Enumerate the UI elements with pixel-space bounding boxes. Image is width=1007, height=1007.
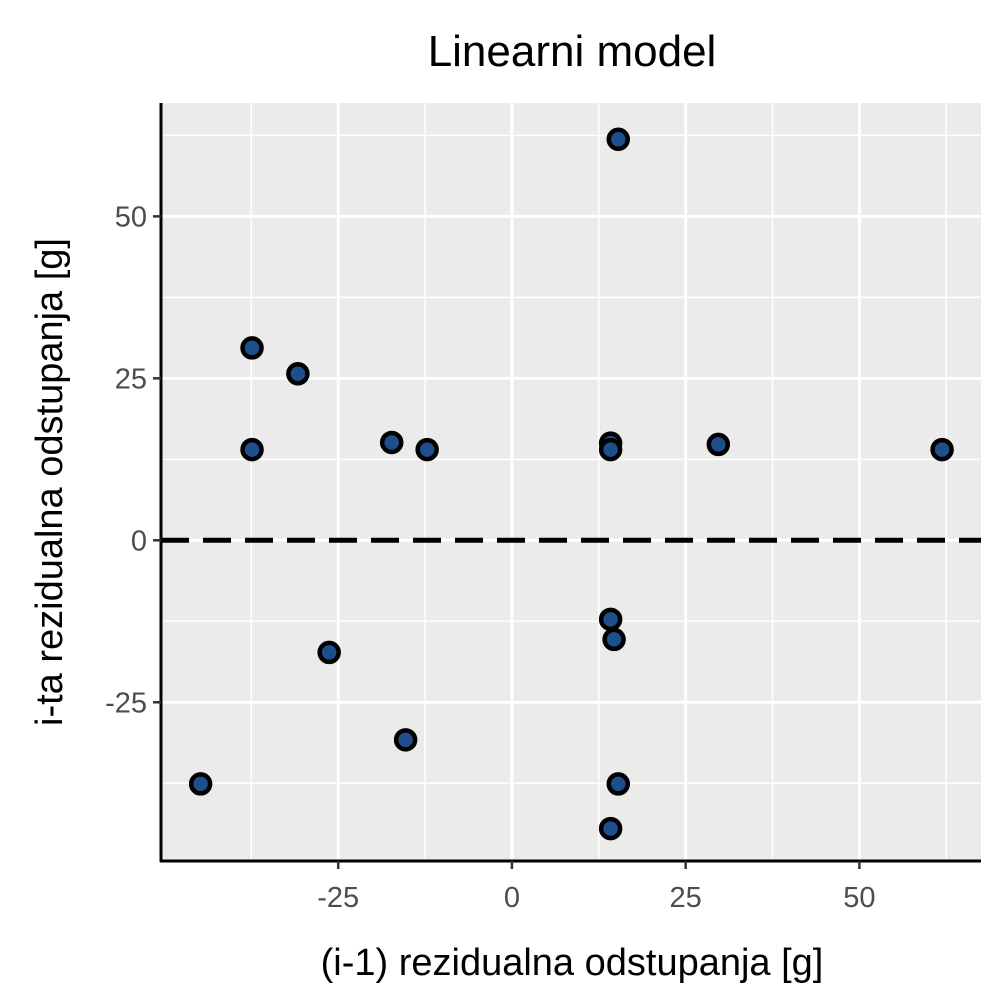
data-point <box>240 437 264 462</box>
data-point <box>188 772 213 796</box>
x-tick-label: 25 <box>670 882 702 914</box>
data-point <box>606 127 631 152</box>
data-points <box>188 127 954 841</box>
y-tick-label: 50 <box>115 201 147 233</box>
data-point <box>598 437 623 462</box>
x-tick-label: 0 <box>504 882 520 914</box>
x-tick-label: -25 <box>317 882 359 914</box>
y-axis-label: i-ta rezidualna odstupanja [g] <box>29 238 71 726</box>
data-point <box>317 640 341 665</box>
data-point <box>598 816 623 841</box>
data-point <box>415 437 439 462</box>
data-point <box>606 772 631 796</box>
data-point <box>379 430 404 455</box>
data-point <box>286 362 310 386</box>
data-point <box>706 432 731 457</box>
x-axis-ticks: -25 0 25 50 <box>317 861 876 914</box>
data-point <box>240 336 264 360</box>
data-point <box>598 607 623 632</box>
data-point <box>930 437 954 462</box>
data-point <box>602 627 626 652</box>
y-tick-label: 25 <box>115 363 147 395</box>
x-tick-label: 50 <box>843 882 875 914</box>
data-point <box>393 728 418 752</box>
y-tick-label: 0 <box>131 525 147 557</box>
y-axis-ticks: -25 0 25 50 <box>105 201 161 719</box>
x-axis-label: (i-1) rezidualna odstupanja [g] <box>321 942 824 984</box>
y-tick-label: -25 <box>105 687 147 719</box>
chart-title: Linearni model <box>428 27 717 76</box>
plot-panel <box>161 103 981 861</box>
minor-gridlines <box>161 103 981 861</box>
